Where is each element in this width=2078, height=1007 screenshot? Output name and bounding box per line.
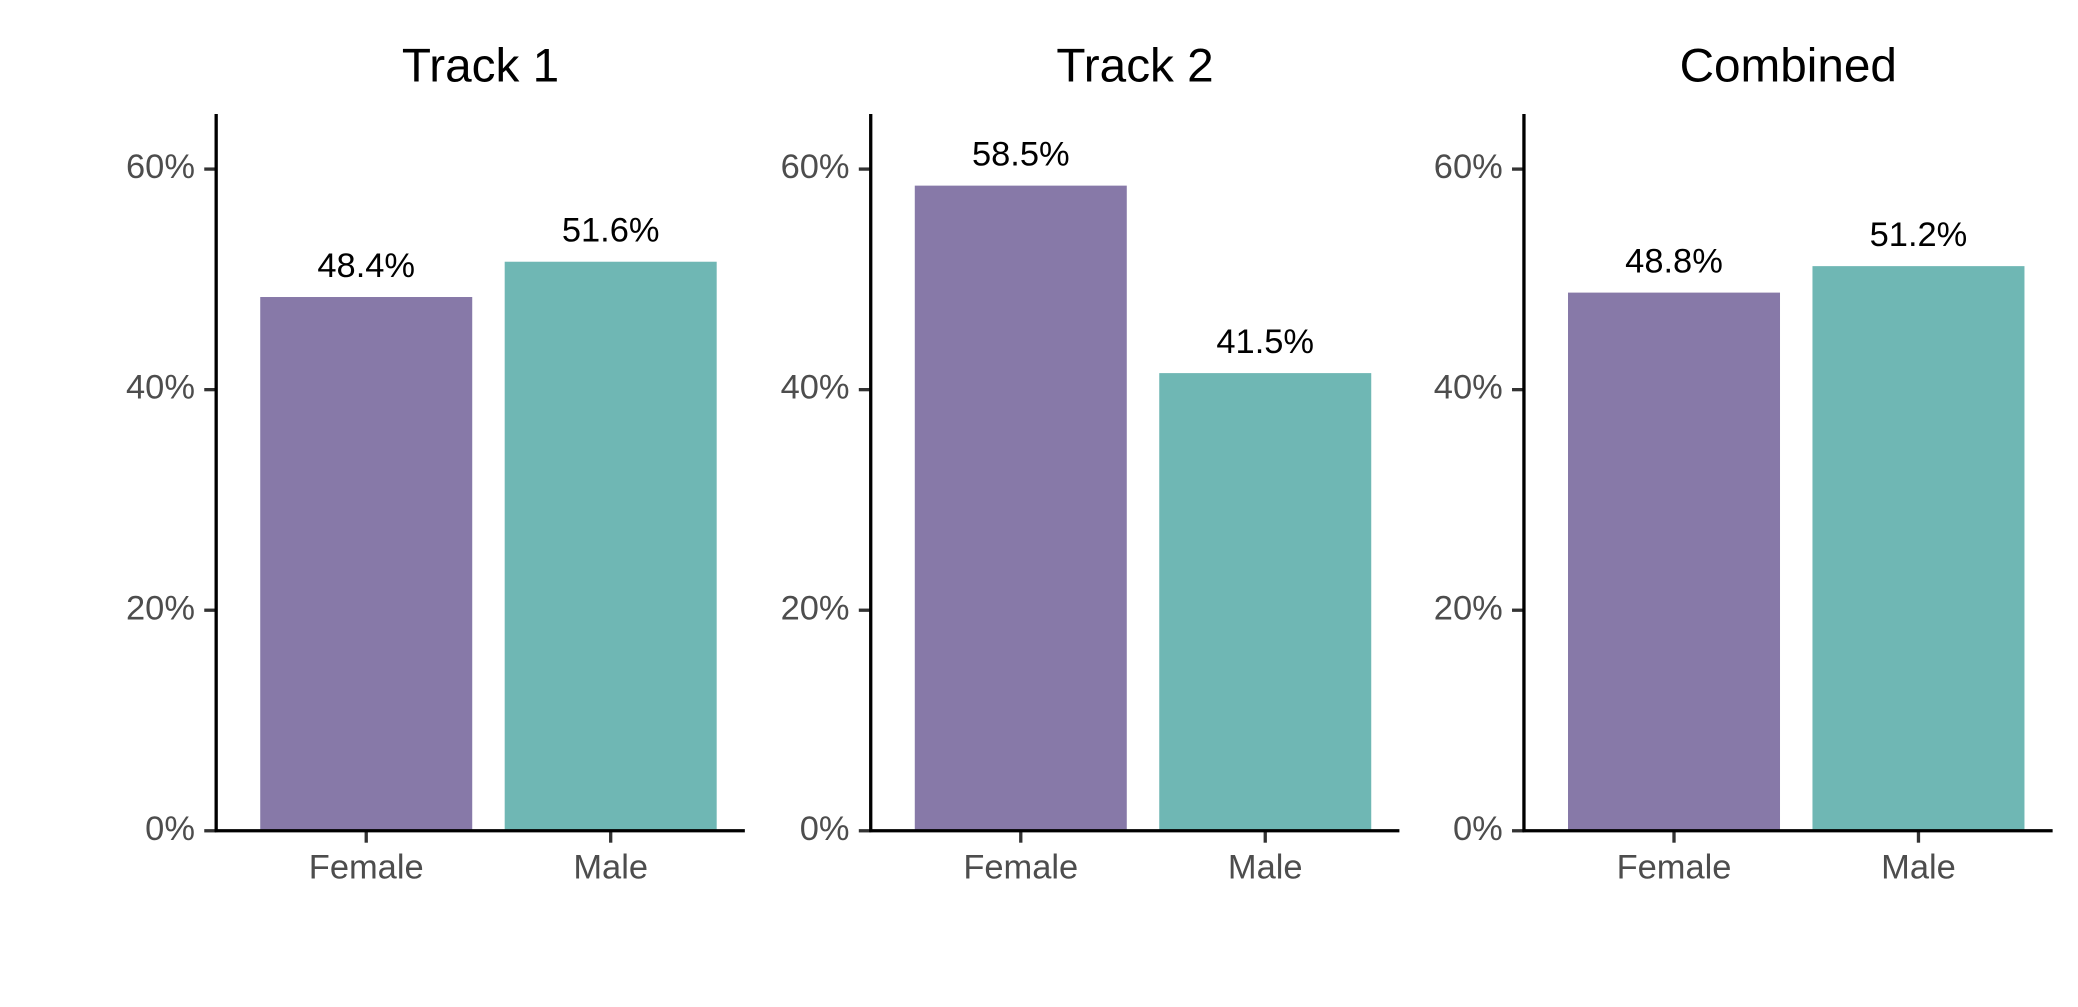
y-tick-label: 60% (126, 148, 195, 186)
x-tick-label: Male (1228, 848, 1303, 886)
y-tick-label: 0% (1453, 810, 1503, 848)
y-tick-label: 40% (126, 369, 195, 407)
y-tick-label: 20% (1434, 589, 1503, 627)
x-tick-label: Female (309, 848, 424, 886)
bar (1568, 292, 1781, 831)
bar (504, 261, 717, 831)
panel-title: Track 2 (1056, 39, 1213, 92)
value-label: 51.2% (1870, 216, 1968, 254)
y-tick-label: 40% (1434, 369, 1503, 407)
y-tick-label: 0% (145, 810, 195, 848)
value-label: 58.5% (972, 136, 1070, 174)
value-label: 48.4% (317, 247, 415, 285)
value-label: 48.8% (1625, 243, 1723, 281)
y-tick-label: 60% (781, 148, 850, 186)
y-tick-label: 20% (126, 589, 195, 627)
bar (1159, 373, 1372, 831)
x-tick-label: Male (1881, 848, 1956, 886)
y-tick-label: 0% (800, 810, 850, 848)
x-tick-label: Female (1617, 848, 1732, 886)
panel-title: Combined (1680, 39, 1897, 92)
bar (914, 185, 1127, 831)
y-tick-label: 40% (781, 369, 850, 407)
x-tick-label: Female (963, 848, 1078, 886)
bar (260, 297, 473, 831)
panel-title: Track 1 (402, 39, 559, 92)
bar (1812, 266, 2025, 831)
value-label: 51.6% (562, 212, 660, 250)
y-tick-label: 60% (1434, 148, 1503, 186)
y-tick-label: 20% (781, 589, 850, 627)
value-label: 41.5% (1216, 323, 1314, 361)
x-tick-label: Male (573, 848, 648, 886)
